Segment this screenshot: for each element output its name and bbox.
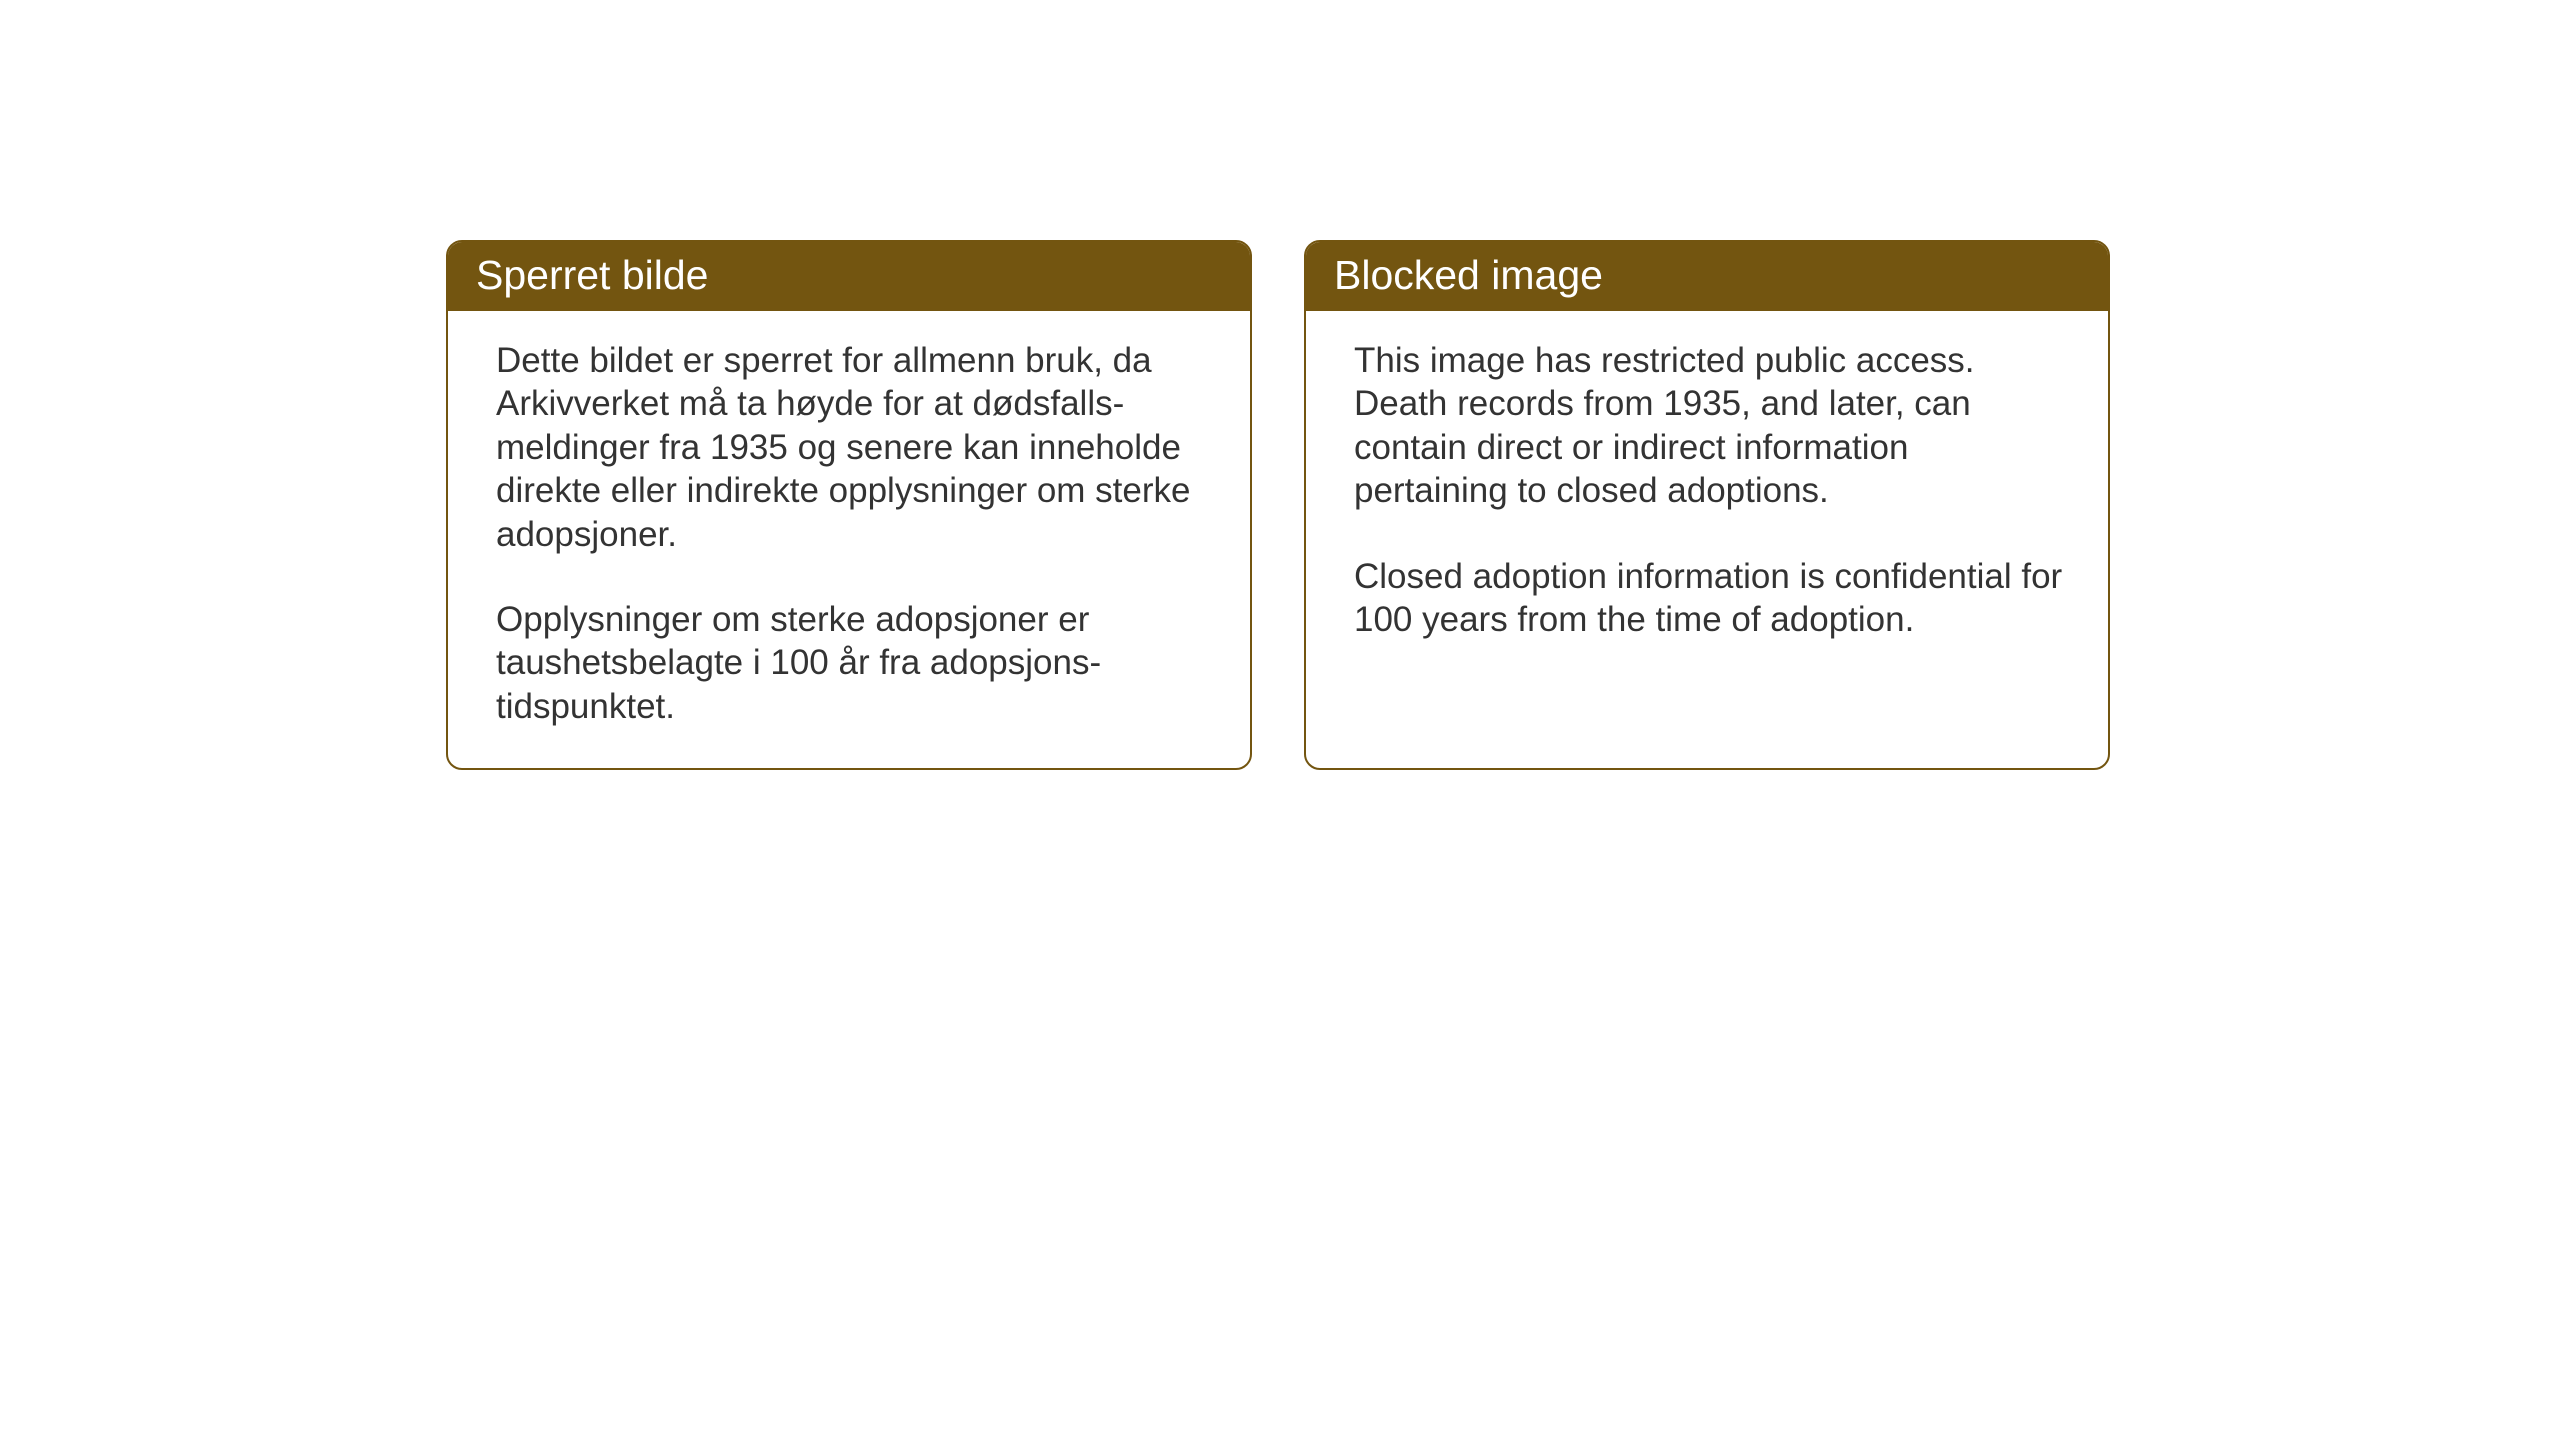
- card-header-english: Blocked image: [1306, 242, 2108, 311]
- card-title-english: Blocked image: [1334, 252, 1603, 298]
- card-english: Blocked image This image has restricted …: [1304, 240, 2110, 770]
- card-title-norwegian: Sperret bilde: [476, 252, 708, 298]
- card-paragraph-1-norwegian: Dette bildet er sperret for allmenn bruk…: [496, 339, 1210, 556]
- card-paragraph-2-norwegian: Opplysninger om sterke adopsjoner er tau…: [496, 598, 1210, 728]
- card-body-norwegian: Dette bildet er sperret for allmenn bruk…: [448, 311, 1250, 768]
- card-paragraph-2-english: Closed adoption information is confident…: [1354, 555, 2068, 642]
- card-paragraph-1-english: This image has restricted public access.…: [1354, 339, 2068, 513]
- cards-container: Sperret bilde Dette bildet er sperret fo…: [0, 0, 2560, 770]
- card-header-norwegian: Sperret bilde: [448, 242, 1250, 311]
- card-norwegian: Sperret bilde Dette bildet er sperret fo…: [446, 240, 1252, 770]
- card-body-english: This image has restricted public access.…: [1306, 311, 2108, 759]
